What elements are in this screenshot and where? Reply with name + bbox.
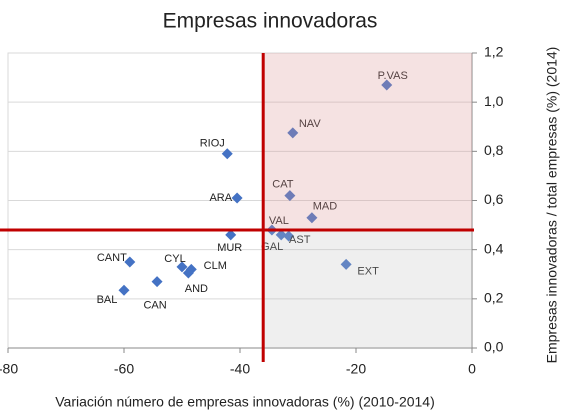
lower-right-region [263,230,472,348]
y-tick-label: 0,6 [484,191,504,207]
point [124,256,136,268]
chart-title: Empresas innovadoras [163,10,378,33]
point-label: NAV [299,118,321,130]
point-label: P.VAS [378,70,408,82]
point-label: GAL [261,241,283,253]
point [225,229,237,241]
point-label: EXT [357,265,379,277]
point [306,212,318,224]
point-label: AST [289,234,311,246]
point [381,79,393,91]
y-axis-label: Empresas innovadoras / total empresas (%… [544,47,560,364]
point-label: VAL [269,215,289,227]
y-tick-label: 1,0 [484,93,504,109]
point [275,229,287,241]
point [221,148,233,160]
x-tick-label: -80 [0,361,18,377]
y-tick-label: 0,8 [484,142,504,158]
point [231,192,243,204]
y-tick-label: 0,4 [484,240,504,256]
point-label: ARA [209,192,232,204]
x-tick-label: -40 [230,361,250,377]
point [176,261,188,273]
y-tick-label: 0,2 [484,290,504,306]
point [287,127,299,139]
point-label: MUR [217,242,242,254]
point-label: CAT [272,178,293,190]
point [118,284,130,296]
point-label: CLM [204,260,227,272]
point-label: MAD [313,201,338,213]
y-tick-label: 1,2 [484,44,504,60]
point [283,230,295,242]
y-tick-label: 0,0 [484,339,504,355]
point [284,190,296,202]
x-tick-label: 0 [468,361,476,377]
point [151,276,163,288]
point-label: BAL [97,294,118,306]
x-axis-label: Variación número de empresas innovadoras… [55,394,435,410]
x-tick-label: -20 [346,361,366,377]
point [182,267,194,279]
point-label: CAN [143,300,166,312]
point-label: AND [185,283,208,295]
x-tick-label: -60 [114,361,134,377]
point-label: CYL [164,253,185,265]
point [340,258,352,270]
point-label: RIOJ [200,138,225,150]
upper-right-region [263,53,472,230]
point-label: CANT [97,252,127,264]
